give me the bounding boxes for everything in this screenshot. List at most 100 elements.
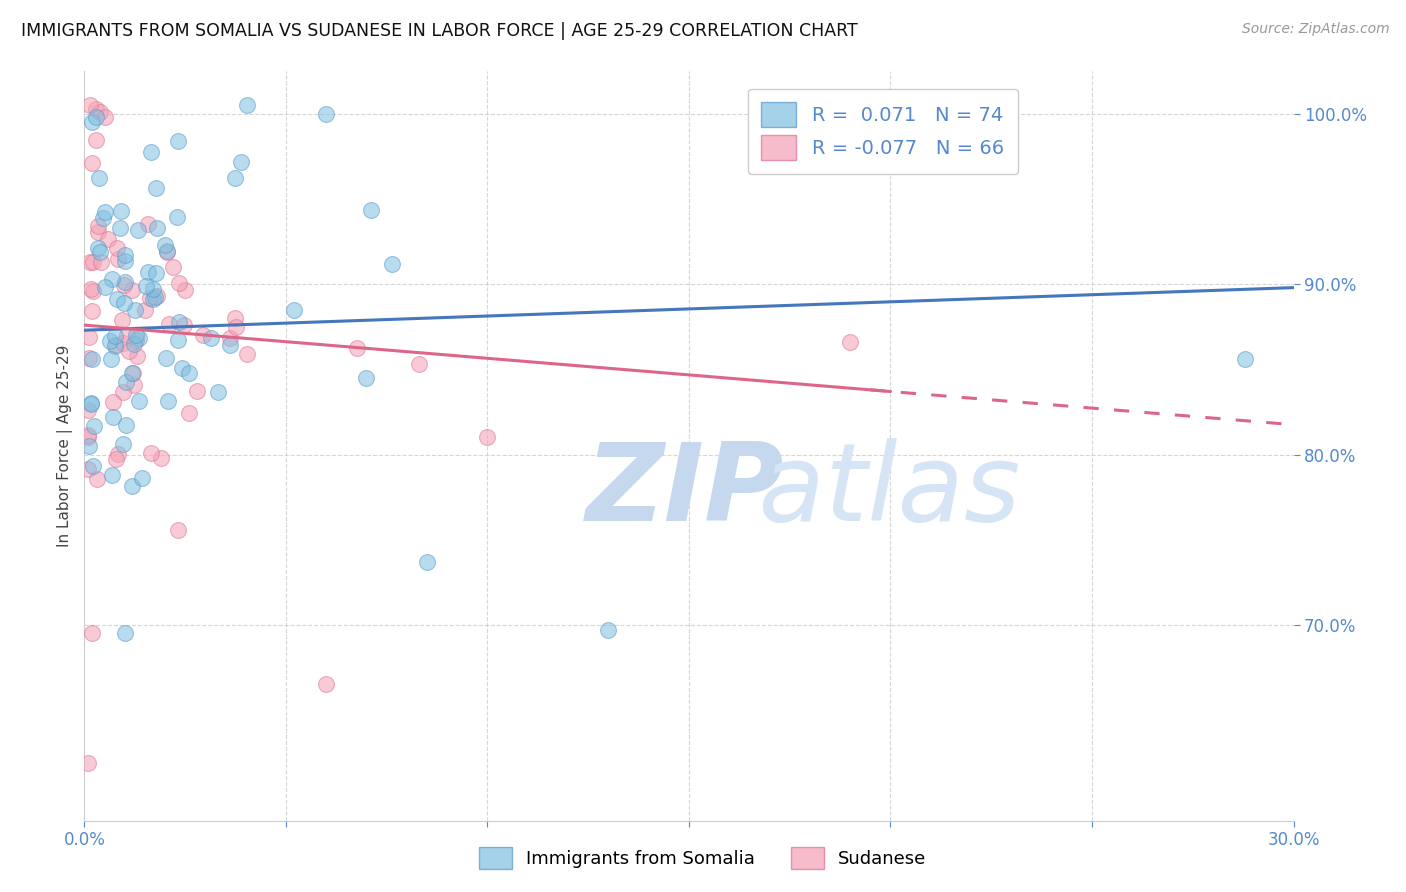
Point bbox=[135, 279, 157, 293]
Point bbox=[82, 626, 104, 640]
Point bbox=[224, 311, 246, 326]
Point bbox=[166, 211, 188, 225]
Point bbox=[127, 223, 149, 237]
Point bbox=[134, 302, 156, 317]
Point bbox=[155, 351, 177, 365]
Point bbox=[207, 384, 229, 399]
Point bbox=[112, 437, 135, 451]
Point bbox=[408, 357, 430, 371]
Point bbox=[839, 335, 862, 350]
Point bbox=[156, 244, 179, 259]
Point bbox=[174, 283, 197, 297]
Point bbox=[87, 225, 110, 239]
Point bbox=[1234, 352, 1257, 367]
Point bbox=[145, 181, 167, 195]
Point bbox=[121, 366, 143, 380]
Point bbox=[86, 472, 108, 486]
Point bbox=[283, 302, 305, 317]
Point bbox=[111, 385, 134, 400]
Point bbox=[153, 238, 176, 252]
Point bbox=[79, 98, 101, 112]
Point bbox=[117, 343, 139, 358]
Point bbox=[112, 296, 135, 310]
Point bbox=[87, 241, 110, 255]
Point bbox=[77, 427, 100, 442]
Point bbox=[86, 133, 108, 147]
Point bbox=[127, 349, 149, 363]
Point bbox=[112, 278, 135, 293]
Point bbox=[125, 327, 148, 342]
Point bbox=[111, 313, 134, 327]
Point bbox=[86, 111, 108, 125]
Point bbox=[142, 292, 165, 306]
Point bbox=[114, 626, 136, 640]
Point bbox=[157, 318, 180, 332]
Point bbox=[141, 145, 163, 160]
Point bbox=[219, 337, 242, 351]
Point bbox=[97, 232, 120, 246]
Point bbox=[104, 329, 127, 343]
Point bbox=[156, 244, 179, 258]
Point bbox=[236, 98, 259, 112]
Point bbox=[131, 471, 153, 485]
Point bbox=[79, 397, 101, 411]
Point bbox=[121, 479, 143, 493]
Point bbox=[115, 328, 138, 343]
Point bbox=[82, 156, 104, 170]
Point bbox=[101, 271, 124, 285]
Point bbox=[82, 255, 104, 269]
Point bbox=[105, 242, 128, 256]
Point bbox=[82, 284, 104, 298]
Point bbox=[105, 292, 128, 306]
Legend: R =  0.071   N = 74, R = -0.077   N = 66: R = 0.071 N = 74, R = -0.077 N = 66 bbox=[748, 88, 1018, 174]
Point bbox=[477, 430, 499, 444]
Point bbox=[162, 260, 184, 275]
Point bbox=[149, 451, 172, 466]
Point bbox=[104, 338, 127, 352]
Text: Source: ZipAtlas.com: Source: ZipAtlas.com bbox=[1241, 22, 1389, 37]
Point bbox=[80, 352, 103, 367]
Point bbox=[82, 303, 104, 318]
Point bbox=[218, 331, 240, 345]
Point bbox=[177, 366, 200, 380]
Point bbox=[107, 252, 129, 267]
Point bbox=[91, 211, 114, 225]
Point bbox=[87, 219, 110, 234]
Point bbox=[381, 256, 404, 270]
Point bbox=[121, 283, 143, 297]
Point bbox=[82, 115, 104, 129]
Point bbox=[145, 220, 167, 235]
Point bbox=[598, 623, 620, 637]
Point bbox=[128, 331, 150, 345]
Point bbox=[79, 329, 101, 343]
Point bbox=[77, 351, 100, 366]
Point bbox=[114, 275, 136, 289]
Point bbox=[107, 447, 129, 461]
Point bbox=[356, 371, 378, 385]
Point bbox=[138, 217, 160, 231]
Point bbox=[94, 205, 117, 219]
Point bbox=[77, 429, 100, 443]
Point bbox=[104, 339, 127, 353]
Point bbox=[105, 452, 128, 467]
Point bbox=[143, 290, 166, 304]
Point bbox=[121, 366, 143, 380]
Point bbox=[80, 282, 103, 296]
Point bbox=[122, 336, 145, 351]
Point bbox=[79, 254, 101, 268]
Point bbox=[124, 377, 146, 392]
Point bbox=[315, 107, 337, 121]
Point bbox=[100, 468, 122, 483]
Point bbox=[236, 347, 259, 361]
Point bbox=[77, 756, 100, 770]
Point bbox=[93, 280, 115, 294]
Point bbox=[124, 303, 146, 318]
Legend: Immigrants from Somalia, Sudanese: Immigrants from Somalia, Sudanese bbox=[471, 838, 935, 879]
Point bbox=[110, 221, 132, 235]
Point bbox=[416, 555, 439, 569]
Point bbox=[115, 375, 138, 389]
Point bbox=[89, 244, 111, 259]
Point bbox=[114, 253, 136, 268]
Point bbox=[112, 336, 135, 351]
Point bbox=[139, 291, 162, 305]
